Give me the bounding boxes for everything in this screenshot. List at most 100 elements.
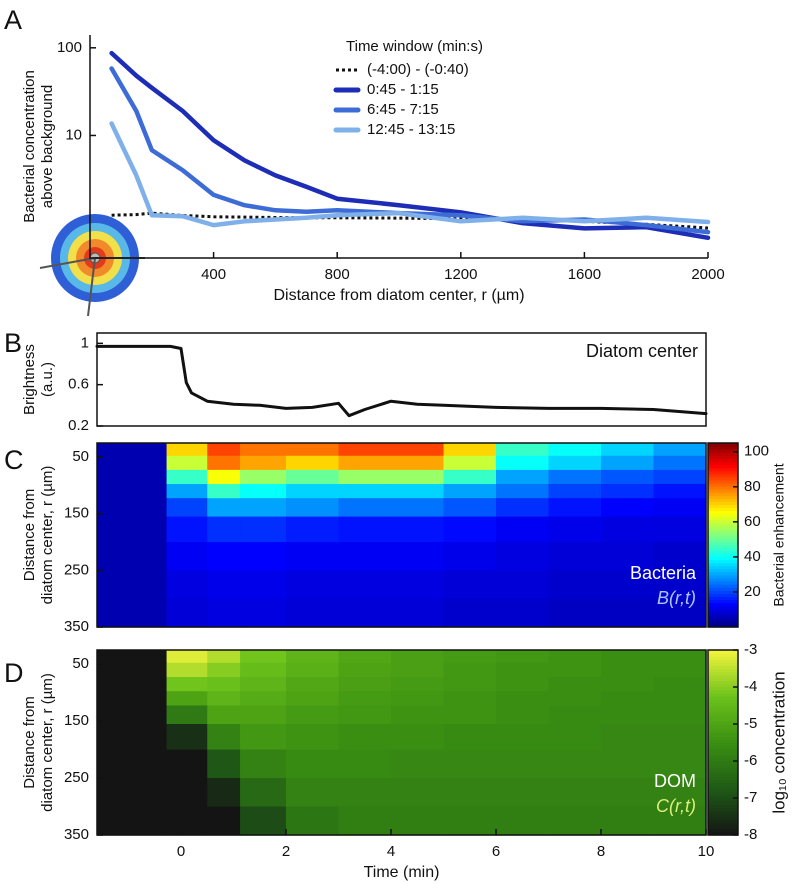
colorbar-swatch: [708, 498, 738, 502]
heat-cell: [338, 778, 392, 808]
heat-cell: [286, 749, 340, 779]
colorbar-tick-label: -3: [744, 641, 757, 658]
colorbar-swatch: [708, 482, 738, 487]
colorbar-swatch: [708, 671, 738, 676]
y-axis-label: Distance from: [21, 696, 38, 789]
colorbar-swatch: [708, 519, 738, 524]
heat-cell: [496, 806, 550, 836]
colorbar-swatch: [708, 717, 738, 722]
colorbar-swatch: [708, 764, 738, 768]
colorbar-swatch: [708, 828, 738, 833]
heat-cell: [496, 662, 550, 678]
y-tick-label: 0.6: [68, 376, 89, 393]
heat-cell: [338, 469, 392, 485]
colorbar-swatch: [708, 452, 738, 456]
heat-cell: [97, 469, 168, 485]
colorbar-tick-label: 20: [744, 583, 761, 600]
colorbar-swatch: [708, 711, 738, 716]
heat-cell: [286, 724, 340, 751]
heat-cell: [601, 498, 655, 518]
heat-cell: [601, 650, 655, 664]
heat-cell: [496, 570, 550, 600]
heat-cell: [653, 806, 707, 836]
heat-cell: [97, 806, 168, 836]
heat-cell: [286, 455, 340, 471]
heat-cell: [286, 498, 340, 518]
heat-cell: [166, 724, 208, 751]
y-tick-label: 350: [64, 826, 89, 843]
y-tick-label: 150: [64, 505, 89, 522]
colorbar-swatch: [708, 507, 738, 512]
heat-cell: [443, 469, 497, 485]
heat-cell: [166, 677, 208, 692]
colorbar-swatch: [708, 656, 738, 660]
heat-cell: [548, 469, 602, 485]
colorbar-swatch: [708, 479, 738, 484]
colorbar-swatch: [708, 470, 738, 475]
colorbar-swatch: [708, 535, 738, 539]
heat-cell: [653, 469, 707, 485]
colorbar-swatch: [708, 761, 738, 765]
y-axis-label: Distance from: [21, 489, 38, 582]
heat-cell: [97, 598, 168, 628]
plot-frame: [96, 332, 707, 427]
heat-cell: [338, 484, 392, 499]
colorbar-swatch: [708, 770, 738, 774]
x-tick-label: 2000: [691, 266, 724, 283]
y-tick-label: 0.2: [68, 417, 89, 434]
colorbar-swatch: [708, 730, 738, 734]
heat-cell: [166, 806, 208, 836]
colorbar-swatch: [708, 724, 738, 728]
legend-title: Time window (min:s): [346, 38, 483, 55]
heat-cell: [391, 542, 445, 571]
colorbar-swatch: [708, 807, 738, 811]
colorbar-swatch: [708, 510, 738, 515]
heat-cell: [286, 484, 340, 499]
heat-cell: [653, 650, 707, 664]
heat-cell: [601, 691, 655, 707]
heat-cell: [391, 806, 445, 836]
colorbar-swatch: [708, 528, 738, 533]
axis-line: [89, 35, 708, 259]
y-axis-label: Brightness: [21, 344, 38, 415]
colorbar-tick-label: 40: [744, 548, 761, 565]
heat-cell: [443, 455, 497, 471]
heat-cell: [97, 749, 168, 779]
colorbar-swatch: [708, 513, 738, 518]
colorbar-swatch: [708, 593, 738, 597]
colorbar-swatch: [708, 794, 738, 799]
heat-cell: [286, 598, 340, 628]
heat-cell: [496, 469, 550, 485]
heat-cell: [286, 650, 340, 664]
x-tick-label: 4: [387, 843, 395, 860]
heat-cell: [548, 724, 602, 751]
heat-cell: [207, 598, 241, 628]
heat-cell: [286, 662, 340, 678]
panel-letter: B: [4, 328, 22, 358]
heat-cell: [443, 705, 497, 725]
heat-cell: [601, 469, 655, 485]
heat-cell: [601, 570, 655, 600]
heat-cell: [240, 598, 287, 628]
colorbar-frame: [707, 442, 739, 628]
colorbar-swatch: [708, 677, 738, 682]
colorbar-swatch: [708, 696, 738, 700]
colorbar-swatch: [708, 492, 738, 496]
y-axis-label: diatom center, r (µm): [39, 466, 56, 605]
heat-cell: [391, 662, 445, 678]
heat-cell: [97, 443, 168, 457]
heat-cell: [97, 516, 168, 543]
heat-cell: [601, 598, 655, 628]
colorbar-swatch: [708, 571, 738, 576]
colorbar-swatch: [708, 577, 738, 582]
heat-cell: [601, 443, 655, 457]
heat-cell: [496, 516, 550, 543]
colorbar-swatch: [708, 522, 738, 527]
colorbar-swatch: [708, 458, 738, 462]
heat-cell: [166, 516, 208, 543]
x-axis-label: Time (min): [364, 864, 440, 881]
heat-cell: [240, 650, 287, 664]
heat-cell: [548, 749, 602, 779]
colorbar-swatch: [708, 599, 738, 604]
